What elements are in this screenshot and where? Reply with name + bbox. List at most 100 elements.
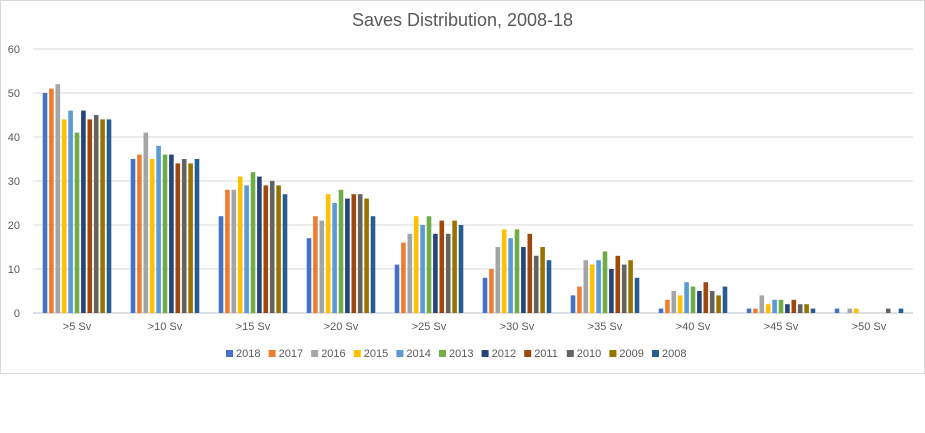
- legend-swatch: [481, 350, 489, 357]
- bar: [445, 233, 451, 313]
- bar: [169, 154, 174, 313]
- x-tick-label: >40 Sv: [676, 321, 711, 333]
- bar: [521, 247, 526, 313]
- bar: [162, 154, 168, 313]
- bar: [68, 110, 73, 313]
- bar: [81, 110, 86, 313]
- bar: [130, 159, 136, 313]
- legend-label: 2010: [577, 348, 601, 360]
- legend-swatch: [311, 350, 319, 357]
- chart-title: Saves Distribution, 2008-18: [351, 10, 574, 30]
- x-tick-label: >45 Sv: [764, 321, 799, 333]
- bar: [489, 269, 494, 313]
- bar: [156, 145, 161, 313]
- bar: [709, 291, 715, 313]
- y-tick-label: 20: [8, 220, 20, 232]
- bar: [508, 238, 513, 313]
- bar: [357, 194, 363, 313]
- bar: [684, 282, 689, 313]
- y-tick-label: 50: [8, 88, 20, 100]
- legend-label: 2011: [534, 348, 558, 360]
- bar: [665, 299, 670, 313]
- bar: [602, 251, 608, 313]
- bar: [452, 220, 457, 313]
- bar: [722, 286, 728, 313]
- bar: [269, 181, 275, 313]
- legend-label: 2017: [279, 348, 303, 360]
- bar: [785, 304, 790, 313]
- bar: [149, 159, 155, 313]
- bar: [370, 216, 376, 313]
- bar: [276, 185, 281, 313]
- bar: [797, 304, 803, 313]
- bar: [628, 260, 633, 313]
- x-tick-label: >10 Sv: [148, 321, 183, 333]
- bar: [313, 216, 318, 313]
- bar: [810, 308, 816, 313]
- bar: [540, 247, 545, 313]
- legend-swatch: [439, 350, 446, 357]
- bar: [225, 189, 230, 313]
- bar: [143, 132, 149, 313]
- bar: [345, 198, 350, 313]
- bar: [364, 198, 369, 313]
- x-tick-label: >20 Sv: [324, 321, 359, 333]
- legend-swatch: [609, 350, 617, 357]
- bar: [407, 233, 413, 313]
- bar: [106, 119, 112, 314]
- bar: [753, 308, 758, 313]
- bar: [237, 176, 243, 313]
- bar: [677, 295, 683, 313]
- bar: [319, 220, 325, 313]
- bar: [426, 216, 432, 313]
- bar: [759, 295, 765, 313]
- bar: [772, 299, 777, 313]
- y-tick-label: 60: [8, 44, 20, 56]
- bar: [61, 119, 67, 314]
- bar: [671, 291, 677, 313]
- bar: [615, 255, 621, 313]
- bar: [583, 260, 589, 313]
- legend-label: 2009: [619, 348, 643, 360]
- bar: [596, 260, 601, 313]
- bar: [514, 229, 520, 313]
- y-tick-label: 10: [8, 264, 20, 276]
- bar: [495, 247, 501, 313]
- legend-swatch: [226, 350, 233, 357]
- y-tick-label: 40: [8, 132, 20, 144]
- bar: [49, 88, 54, 313]
- bar: [853, 308, 859, 313]
- bar: [697, 291, 702, 313]
- bar: [100, 119, 105, 314]
- y-tick-label: 0: [14, 308, 20, 320]
- bar: [885, 308, 891, 313]
- bar: [690, 286, 696, 313]
- bar: [533, 255, 539, 313]
- legend-swatch: [396, 350, 404, 357]
- bar: [765, 304, 771, 313]
- bar: [458, 225, 464, 313]
- bar: [413, 216, 419, 313]
- bar: [181, 159, 187, 313]
- bar: [401, 242, 406, 313]
- bar: [778, 299, 784, 313]
- bar: [332, 203, 337, 313]
- bar: [501, 229, 507, 313]
- bar: [137, 154, 142, 313]
- legend-swatch: [268, 350, 276, 357]
- bar: [577, 286, 582, 313]
- bar: [74, 132, 80, 313]
- bar: [250, 172, 256, 313]
- bar: [804, 304, 809, 313]
- legend-label: 2016: [321, 348, 345, 360]
- x-tick-label: >15 Sv: [236, 321, 271, 333]
- bar: [527, 233, 533, 313]
- bar: [325, 194, 331, 313]
- legend-label: 2014: [406, 348, 430, 360]
- bar: [42, 93, 48, 313]
- bar: [439, 220, 445, 313]
- bar: [244, 185, 249, 313]
- bar: [433, 233, 438, 313]
- bar: [546, 260, 552, 313]
